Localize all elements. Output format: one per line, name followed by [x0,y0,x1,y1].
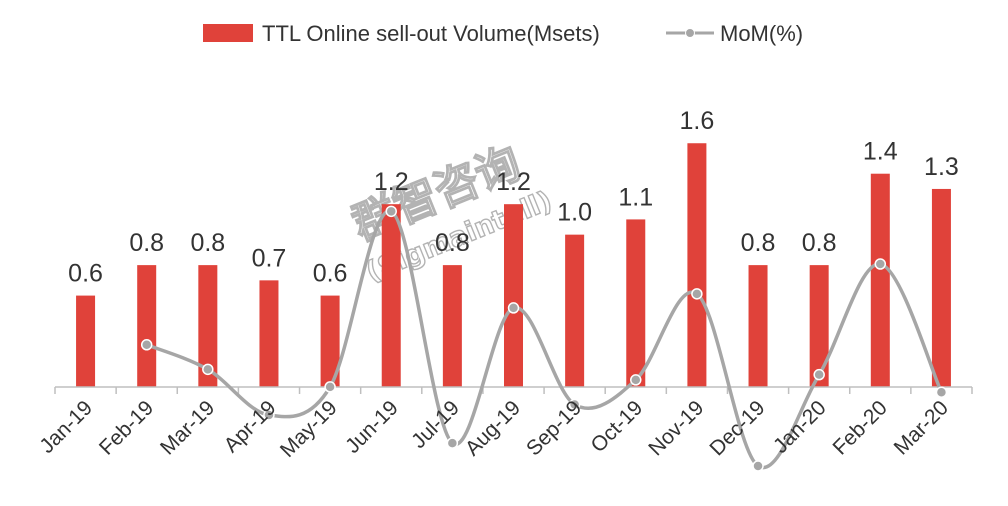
x-tick-jan-19: Jan-19 [35,396,97,458]
x-tick-dec-19: Dec-19 [705,396,769,460]
bar-may-19 [320,295,340,387]
watermark: 群智咨询 (Sigmaintell) [345,137,557,289]
mom-point-jul-19 [446,437,459,449]
bar-feb-19 [137,265,157,387]
legend-bar-label: TTL Online sell-out Volume(Msets) [262,21,600,46]
mom-point-jun-19 [385,205,397,218]
data-label-dec-19: 0.8 [741,229,776,257]
x-tick-nov-19: Nov-19 [644,396,708,460]
data-label-mar-20: 1.3 [924,153,959,181]
mom-point-mar-19 [202,363,214,376]
x-tick-aug-19: Aug-19 [461,396,525,460]
data-label-oct-19: 1.1 [618,183,653,211]
x-tick-mar-19: Mar-19 [156,396,219,459]
mom-point-mar-20 [935,386,948,398]
bar-jul-19 [442,265,462,387]
x-tick-jun-19: Jun-19 [341,396,403,458]
mom-point-apr-19 [263,409,275,421]
x-tick-oct-19: Oct-19 [586,396,647,457]
mom-point-may-19 [324,381,336,393]
mom-point-sep-19 [568,398,581,411]
bar-nov-19 [687,143,707,387]
mom-point-jan-20 [813,368,825,381]
bar-jan-19 [76,295,96,387]
x-tick-feb-19: Feb-19 [95,396,158,459]
mom-point-nov-19 [691,288,703,300]
bar-oct-19 [626,219,646,387]
mom-point-feb-20 [874,258,887,270]
bar-aug-19 [504,204,523,387]
data-label-jan-20: 0.8 [802,229,837,257]
bar-jun-19 [381,204,401,387]
mom-point-oct-19 [630,374,642,386]
legend-line-marker [685,28,695,38]
bar-jan-20 [809,265,829,387]
data-label-apr-19: 0.7 [252,244,287,272]
data-label-feb-19: 0.8 [129,229,164,257]
legend: TTL Online sell-out Volume(Msets) MoM(%) [203,21,803,46]
x-tick-sep-19: Sep-19 [522,396,586,460]
x-tick-feb-20: Feb-20 [829,396,892,459]
legend-line-label: MoM(%) [720,21,803,46]
mom-point-dec-19 [752,460,764,472]
x-axis [54,386,973,394]
x-tick-jan-20: Jan-20 [769,396,831,458]
mom-point-feb-19 [140,339,153,351]
mom-line-series [140,205,948,472]
x-tick-mar-20: Mar-20 [890,396,953,459]
data-label-jun-19: 1.2 [374,168,409,196]
bar-series [76,143,951,387]
bar-feb-20 [870,173,890,387]
mom-point-aug-19 [507,302,520,314]
data-label-mar-19: 0.8 [190,229,225,257]
data-label-jul-19: 0.8 [435,229,470,257]
data-label-nov-19: 1.6 [680,107,715,135]
bar-dec-19 [748,265,768,387]
data-label-sep-19: 1.0 [557,199,592,227]
x-tick-may-19: May-19 [276,396,342,462]
bar-apr-19 [259,280,279,387]
legend-bar-swatch [203,24,253,42]
bar-data-labels: 0.6 0.8 0.8 0.7 0.6 1.2 0.8 1.2 1.0 1.1 1.6 0.8 0.8 1… [68,107,959,287]
bar-mar-19 [198,265,218,387]
data-label-may-19: 0.6 [313,260,348,288]
data-label-feb-20: 1.4 [863,138,898,166]
data-label-aug-19: 1.2 [496,168,531,196]
bar-sep-19 [565,234,585,387]
bar-mar-20 [931,188,951,387]
data-label-jan-19: 0.6 [68,260,103,288]
